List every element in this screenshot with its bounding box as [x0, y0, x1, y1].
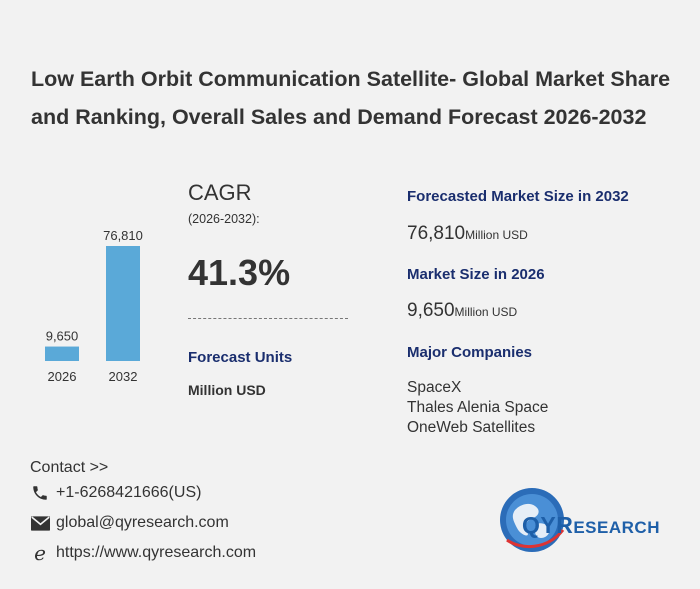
browser-icon: e: [34, 541, 46, 565]
cagr-label: CAGR: [188, 180, 252, 205]
qyresearch-logo: [497, 482, 677, 562]
market-2032-heading: Forecasted Market Size in 2032: [407, 188, 629, 205]
phone-text: +1-6268421666(US): [56, 484, 202, 501]
major-companies-list: SpaceX Thales Alenia Space OneWeb Satell…: [407, 378, 548, 438]
category-label: 2026: [48, 369, 77, 384]
cagr-value: 41.3%: [188, 252, 291, 293]
logo-text-main: QYR: [522, 512, 574, 538]
contact-phone[interactable]: +1-6268421666(US): [30, 483, 201, 503]
market-2026-unit: Million USD: [454, 305, 518, 319]
globe-icon: [500, 488, 565, 552]
forecast-units-heading: Forecast Units: [188, 349, 293, 366]
cagr-period: (2026-2032):: [188, 212, 260, 226]
bar-chart-svg: 9,650 2026 76,810 2032: [45, 228, 143, 384]
contact-email[interactable]: global@qyresearch.com: [30, 513, 229, 533]
market-2026-heading: Market Size in 2026: [407, 266, 545, 283]
market-2026-value: 9,650Million USD: [407, 300, 517, 322]
market-2032-unit: Million USD: [465, 228, 528, 242]
company-item: Thales Alenia Space: [407, 399, 549, 416]
divider: [188, 318, 348, 319]
contact-title: Contact >>: [30, 459, 109, 476]
website-link[interactable]: https://www.qyresearch.com: [56, 544, 257, 561]
forecast-units-value: Million USD: [188, 382, 266, 398]
market-2032-number: 76,810: [407, 223, 466, 244]
market-2032-value: 76,810Million USD: [407, 223, 528, 245]
page-title: Low Earth Orbit Communication Satellite-…: [31, 67, 671, 129]
bar-2026: [45, 346, 79, 361]
market-size-chart: 9,650 2026 76,810 2032: [28, 215, 168, 390]
category-label: 2032: [109, 369, 138, 384]
logo-text-rest: ESEARCH: [573, 518, 660, 537]
company-item: OneWeb Satellites: [407, 419, 536, 436]
bar-2032: [106, 246, 140, 361]
bar-value-label: 9,650: [46, 329, 79, 344]
mail-icon: [30, 513, 50, 533]
logo-wordmark: QYRESEARCH: [522, 512, 660, 539]
bar-value-label: 76,810: [103, 228, 143, 243]
phone-icon: [30, 483, 50, 503]
market-2026-number: 9,650: [407, 300, 455, 321]
contact-website[interactable]: e https://www.qyresearch.com: [30, 541, 257, 565]
company-item: SpaceX: [407, 379, 462, 396]
major-companies-heading: Major Companies: [407, 344, 533, 361]
email-text: global@qyresearch.com: [56, 514, 229, 531]
